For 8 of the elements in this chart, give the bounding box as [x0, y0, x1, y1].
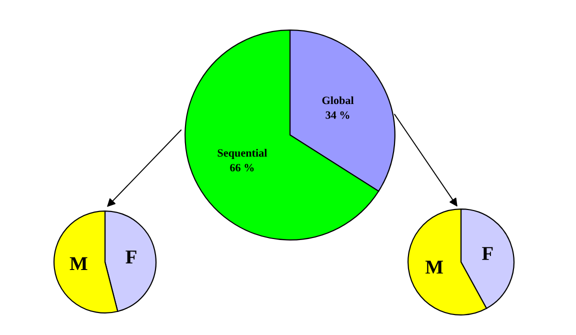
slice-label: F	[126, 250, 136, 264]
slice-label: M	[425, 260, 443, 274]
data-label: 66 %	[230, 164, 254, 172]
slice-label: M	[70, 257, 88, 270]
slice-label: Global	[322, 96, 354, 104]
slice-label: F	[482, 247, 493, 260]
slice-label: Sequential	[218, 148, 268, 159]
data-label: 34 %	[326, 111, 350, 119]
